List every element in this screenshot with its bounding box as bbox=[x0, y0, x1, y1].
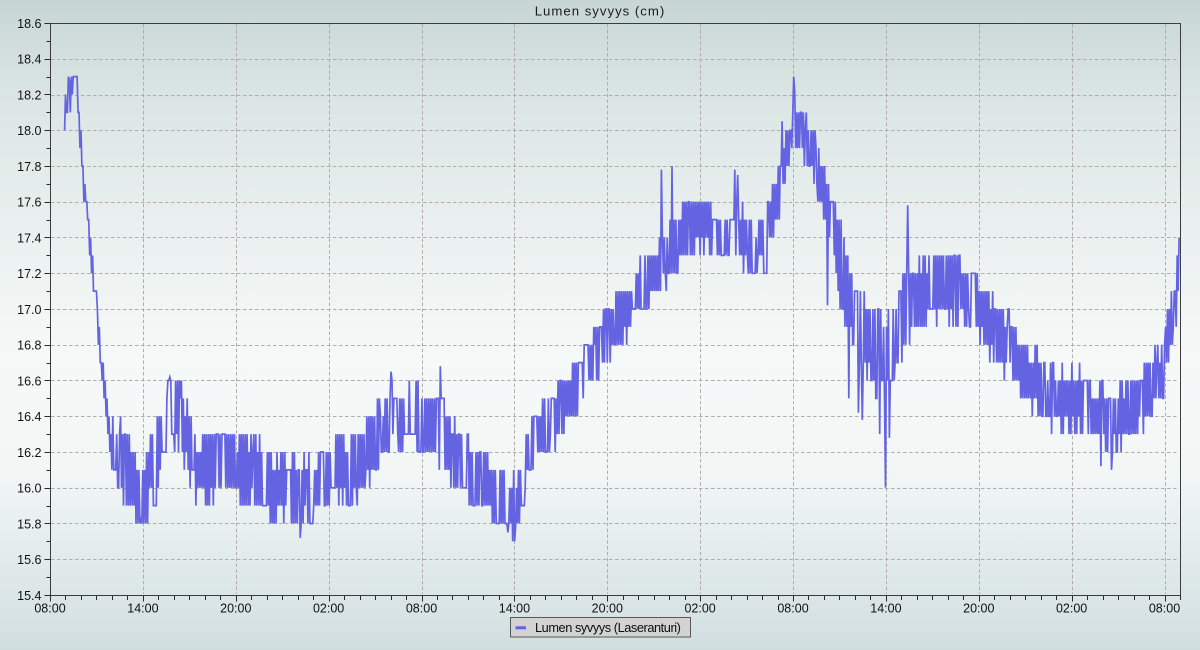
svg-text:16.6: 16.6 bbox=[17, 374, 41, 388]
svg-text:17.0: 17.0 bbox=[17, 303, 41, 317]
svg-text:02:00: 02:00 bbox=[684, 602, 715, 616]
svg-text:20:00: 20:00 bbox=[220, 602, 251, 616]
svg-text:17.2: 17.2 bbox=[17, 267, 41, 281]
svg-text:20:00: 20:00 bbox=[963, 602, 994, 616]
svg-text:08:00: 08:00 bbox=[1149, 602, 1180, 616]
svg-text:02:00: 02:00 bbox=[1056, 602, 1087, 616]
svg-text:08:00: 08:00 bbox=[34, 602, 65, 616]
svg-text:16.4: 16.4 bbox=[17, 410, 41, 424]
svg-text:Lumen syvyys (Laseranturi): Lumen syvyys (Laseranturi) bbox=[535, 620, 681, 635]
svg-text:14:00: 14:00 bbox=[870, 602, 901, 616]
svg-text:18.4: 18.4 bbox=[17, 53, 41, 67]
svg-text:08:00: 08:00 bbox=[777, 602, 808, 616]
svg-text:14:00: 14:00 bbox=[127, 602, 158, 616]
svg-text:17.8: 17.8 bbox=[17, 160, 41, 174]
svg-text:18.6: 18.6 bbox=[17, 17, 41, 31]
svg-text:15.6: 15.6 bbox=[17, 553, 41, 567]
svg-text:20:00: 20:00 bbox=[592, 602, 623, 616]
svg-text:16.8: 16.8 bbox=[17, 339, 41, 353]
svg-text:18.0: 18.0 bbox=[17, 124, 41, 138]
svg-text:Lumen syvyys (cm): Lumen syvyys (cm) bbox=[535, 4, 666, 19]
svg-text:16.0: 16.0 bbox=[17, 482, 41, 496]
svg-text:16.2: 16.2 bbox=[17, 446, 41, 460]
svg-text:15.8: 15.8 bbox=[17, 517, 41, 531]
svg-text:18.2: 18.2 bbox=[17, 88, 41, 102]
svg-text:14:00: 14:00 bbox=[499, 602, 530, 616]
svg-text:17.6: 17.6 bbox=[17, 196, 41, 210]
svg-text:08:00: 08:00 bbox=[406, 602, 437, 616]
svg-text:02:00: 02:00 bbox=[313, 602, 344, 616]
svg-text:17.4: 17.4 bbox=[17, 231, 41, 245]
svg-text:15.4: 15.4 bbox=[17, 589, 41, 603]
